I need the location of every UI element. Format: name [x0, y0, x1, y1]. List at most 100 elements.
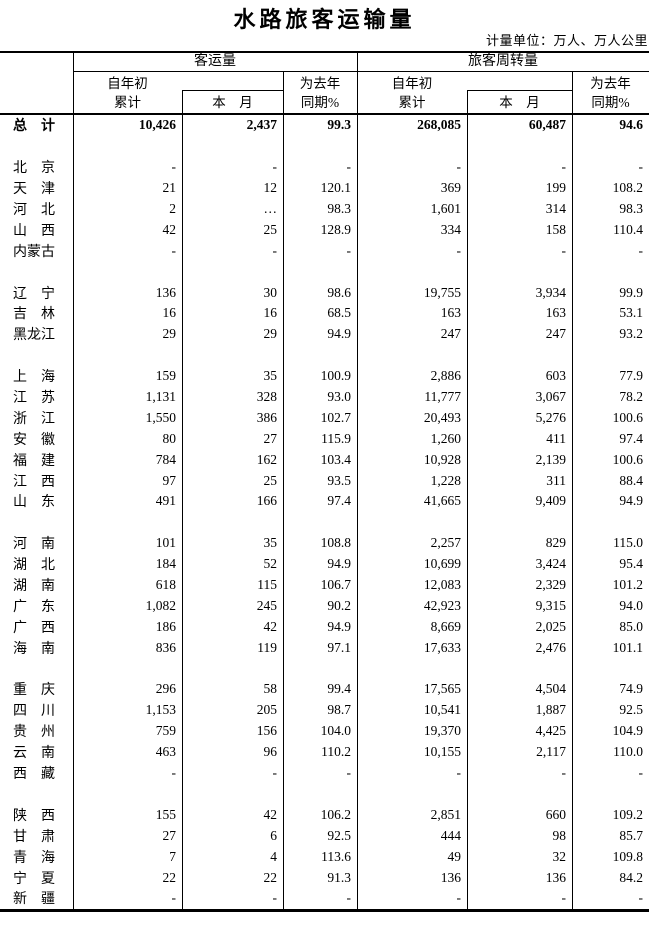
- value-cell: 92.5: [619, 702, 643, 718]
- value-cell: 85.0: [619, 618, 643, 634]
- province-label: 宁 夏: [13, 871, 55, 887]
- value-cell: 11,777: [424, 389, 461, 405]
- value-cell: 6: [270, 827, 277, 843]
- section-divider: [357, 51, 358, 909]
- value-cell: 60,487: [528, 117, 566, 133]
- value-cell: 110.2: [321, 744, 351, 760]
- table-row: 重 庆 296 58 99.4 17,565 4,504 74.9: [0, 679, 649, 700]
- value-cell: 1,153: [145, 702, 176, 718]
- value-cell: 411: [546, 430, 566, 446]
- value-cell: 205: [256, 702, 277, 718]
- value-cell: 52: [263, 556, 278, 572]
- table-row: 甘 肃 27 6 92.5 444 98 85.7: [0, 825, 649, 846]
- table-row: 浙 江 1,550 386 102.7 20,493 5,276 100.6: [0, 407, 649, 428]
- value-cell: 162: [256, 451, 277, 467]
- value-cell: 115.0: [613, 535, 643, 551]
- province-label: 甘 肃: [13, 829, 55, 845]
- province-label: 重 庆: [13, 683, 55, 699]
- value-cell: 17,565: [423, 681, 461, 697]
- province-label: 北 京: [13, 161, 55, 177]
- value-cell: -: [346, 242, 352, 258]
- section-header-divider: [73, 71, 649, 72]
- value-cell: 1,082: [145, 597, 176, 613]
- value-cell: 3,067: [535, 389, 566, 405]
- value-cell: 7: [169, 848, 176, 864]
- province-label: 青 海: [13, 850, 55, 866]
- column-divider: [283, 71, 284, 909]
- value-cell: 98: [552, 827, 567, 843]
- value-cell: -: [272, 242, 278, 258]
- table-row: 福 建 784 162 103.4 10,928 2,139 100.6: [0, 449, 649, 470]
- value-cell: -: [561, 765, 567, 781]
- value-cell: 2,329: [535, 577, 566, 593]
- value-cell: 120.1: [320, 180, 351, 196]
- value-cell: 98.6: [327, 284, 351, 300]
- value-cell: 77.9: [619, 368, 643, 384]
- value-cell: 95.4: [619, 556, 643, 572]
- value-cell: -: [272, 890, 278, 906]
- value-cell: 8,669: [430, 618, 461, 634]
- header-cumulative-right: 自年初 累计: [357, 74, 467, 112]
- value-cell: 91.3: [327, 869, 351, 885]
- province-label: 湖 南: [13, 579, 55, 595]
- column-divider: [182, 90, 183, 909]
- value-cell: 12,083: [423, 577, 461, 593]
- value-cell: 369: [440, 180, 461, 196]
- column-divider: [73, 51, 74, 909]
- table-row: 吉 林 16 16 68.5 163 163 53.1: [0, 303, 649, 324]
- value-cell: 42,923: [423, 597, 461, 613]
- value-cell: 136: [545, 869, 566, 885]
- value-cell: -: [561, 242, 567, 258]
- value-cell: 10,541: [423, 702, 461, 718]
- table-row: 广 西 186 42 94.9 8,669 2,025 85.0: [0, 616, 649, 637]
- province-label: 云 南: [13, 746, 55, 762]
- value-cell: 2,476: [535, 639, 566, 655]
- value-cell: 94.9: [619, 493, 643, 509]
- table-row: 青 海 7 4 113.6 49 32 109.8: [0, 846, 649, 867]
- table-top-border: [0, 51, 649, 53]
- value-cell: 93.0: [327, 389, 351, 405]
- value-cell: 10,928: [423, 451, 461, 467]
- table-row: 山 西 42 25 128.9 334 158 110.4: [0, 219, 649, 240]
- value-cell: 93.5: [327, 472, 351, 488]
- value-cell: 163: [545, 305, 566, 321]
- value-cell: 158: [545, 221, 566, 237]
- value-cell: 97.1: [327, 639, 351, 655]
- value-cell: 247: [440, 326, 461, 342]
- value-cell: -: [456, 765, 462, 781]
- table-row: 河 北 2 … 98.3 1,601 314 98.3: [0, 199, 649, 220]
- value-cell: 101: [155, 535, 176, 551]
- table-row: 北 京------: [0, 157, 649, 178]
- value-cell: 4,425: [535, 723, 566, 739]
- value-cell: 784: [155, 451, 176, 467]
- table-row: 海 南 836 119 97.1 17,633 2,476 101.1: [0, 637, 649, 658]
- value-cell: 386: [256, 409, 277, 425]
- value-cell: -: [638, 242, 644, 258]
- table-row: 江 苏 1,131 328 93.0 11,777 3,067 78.2: [0, 387, 649, 408]
- value-cell: -: [171, 159, 177, 175]
- value-cell: 99.4: [327, 681, 351, 697]
- value-cell: 27: [263, 430, 278, 446]
- spacer-row: [0, 658, 649, 679]
- province-label: 江 苏: [13, 391, 55, 407]
- province-label: 山 东: [13, 495, 55, 511]
- value-cell: -: [638, 765, 644, 781]
- value-cell: 1,131: [145, 389, 176, 405]
- value-cell: 136: [155, 284, 176, 300]
- value-cell: 106.7: [320, 577, 351, 593]
- header-cumulative-line1: 自年初: [107, 76, 148, 91]
- value-cell: 12: [263, 180, 278, 196]
- province-label: 安 徽: [13, 432, 55, 448]
- value-cell: 85.7: [619, 827, 643, 843]
- value-cell: 97.4: [327, 493, 351, 509]
- value-cell: 110.0: [613, 744, 643, 760]
- value-cell: 3,424: [535, 556, 566, 572]
- value-cell: 199: [545, 180, 566, 196]
- value-cell: 1,601: [430, 201, 461, 216]
- province-label: 浙 江: [13, 411, 55, 427]
- province-label: 河 南: [13, 537, 55, 553]
- header-cumulative-line1: 自年初: [391, 76, 433, 91]
- value-cell: 42: [263, 618, 278, 634]
- value-cell: 184: [155, 556, 176, 572]
